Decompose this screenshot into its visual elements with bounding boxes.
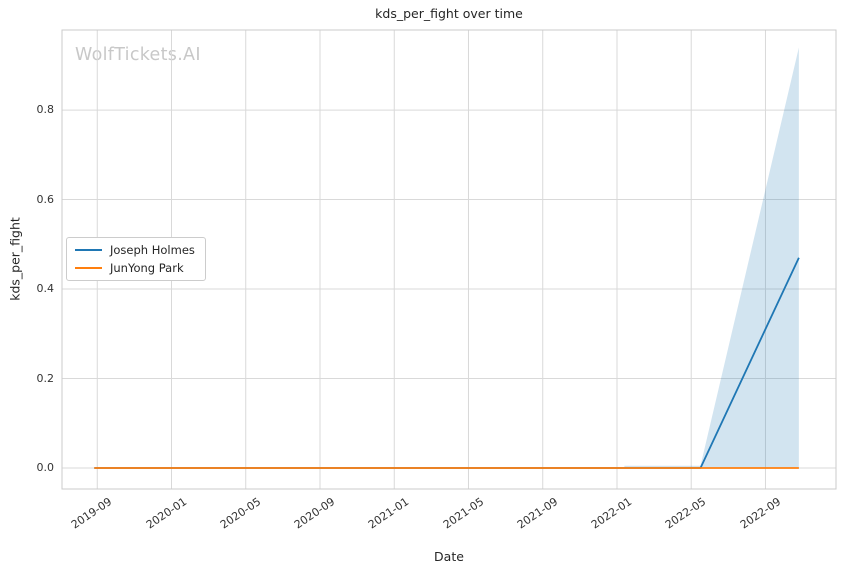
legend-label: JunYong Park (110, 261, 184, 275)
y-tick-label: 0.2 (36, 371, 55, 385)
legend: Joseph Holmes JunYong Park (66, 237, 206, 281)
legend-item: Joseph Holmes (75, 243, 195, 257)
y-tick-label: 0.8 (36, 103, 55, 117)
y-axis-label: kds_per_fight (7, 217, 23, 301)
chart-title: kds_per_fight over time (375, 6, 523, 21)
axes-spines (61, 29, 837, 490)
x-axis-label: Date (434, 549, 464, 564)
legend-item: JunYong Park (75, 261, 195, 275)
y-tick-label: 0.6 (36, 192, 55, 206)
watermark: WolfTickets.AI (75, 45, 201, 65)
y-tick-label: 0.4 (36, 282, 55, 296)
legend-label: Joseph Holmes (110, 243, 195, 257)
legend-line-swatch (75, 249, 102, 251)
legend-line-swatch (75, 267, 102, 269)
y-tick-label: 0.0 (36, 460, 55, 474)
confidence-band (624, 47, 799, 468)
